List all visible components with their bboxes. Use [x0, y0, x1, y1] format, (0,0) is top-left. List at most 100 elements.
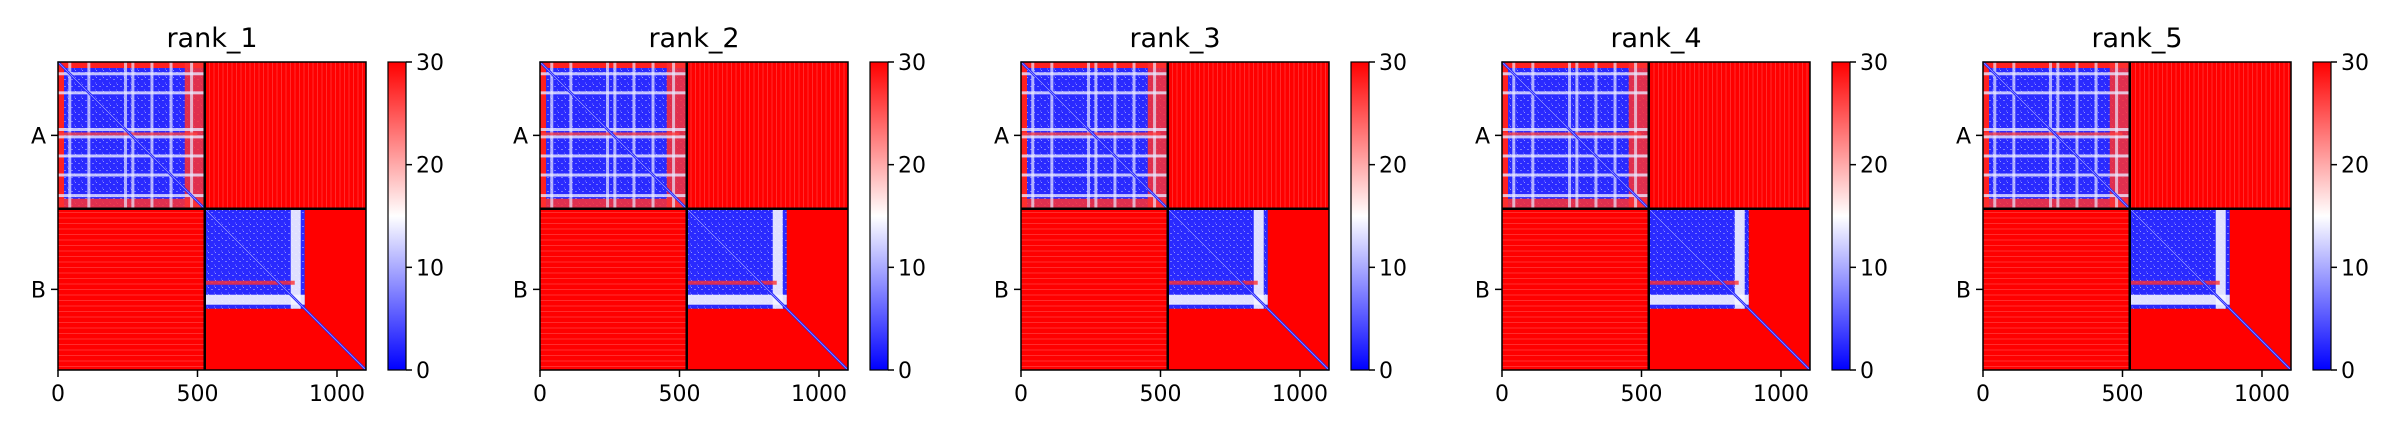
diagonal-highlight: [1020, 61, 1330, 371]
block-A-hband-6: [58, 194, 205, 198]
y-tick-label-A: A: [1475, 124, 1490, 149]
colorbar-tick-label: 30: [1379, 51, 1407, 76]
plot-frame: [1501, 61, 1811, 371]
colorbar-tick-label: 0: [2341, 359, 2355, 384]
block-B-redband: [1648, 280, 1739, 285]
x-tick-label: 500: [2101, 382, 2143, 407]
block-A-hband-5: [540, 173, 687, 177]
y-tick-label-B: B: [1475, 278, 1490, 303]
block-B-hband: [1167, 294, 1268, 305]
x-tick-label: 0: [533, 382, 547, 407]
diagonal-highlight: [57, 61, 367, 371]
block-A-redband: [540, 132, 680, 136]
colorbar-tick-label: 30: [416, 51, 444, 76]
block-A-hband-5: [58, 173, 205, 177]
offdiag-block-BA: [1502, 208, 1649, 370]
x-tick-label: 0: [1014, 382, 1028, 407]
block-A-hband-5: [1021, 173, 1168, 177]
block-A-hband-0: [1983, 72, 2130, 76]
heatmap-panel-3: rank_3 A B 0 500 1000 0 10 20 30: [994, 23, 1407, 407]
plot-frame: [1020, 61, 1330, 371]
x-tick-label: 500: [176, 382, 218, 407]
colorbar: [1350, 61, 1370, 371]
offdiag-block-AB: [2129, 62, 2291, 209]
colorbar-tick-label: 30: [898, 51, 926, 76]
y-tick-label-B: B: [31, 278, 46, 303]
block-B-vband: [290, 208, 301, 309]
colorbar-tick-label: 30: [1860, 51, 1888, 76]
colorbar-tick-label: 20: [1860, 154, 1888, 179]
colorbar-tick-label: 10: [1379, 256, 1407, 281]
panel-title: rank_5: [2091, 23, 2182, 54]
block-A-hband-2: [1983, 128, 2130, 132]
block-B-redband: [2129, 280, 2220, 285]
block-A-hband-5: [1502, 173, 1649, 177]
block-A-hband-4: [1502, 154, 1649, 158]
block-B-hband: [204, 294, 305, 305]
panel-title: rank_3: [1129, 23, 1220, 54]
colorbar-tick-label: 10: [416, 256, 444, 281]
heatmap-panel-5: rank_5 A B 0 500 1000 0 10 20 30: [1956, 23, 2369, 407]
colorbar: [2312, 61, 2332, 371]
block-B-vband: [1253, 208, 1264, 309]
colorbar: [869, 61, 889, 371]
block-A-hband-4: [58, 154, 205, 158]
heatmap-panel-1: rank_1 A B 0 500 1000 0 10 20 30: [31, 23, 444, 407]
block-B-hband: [686, 294, 787, 305]
block-B-redband: [204, 280, 295, 285]
block-A-hband-4: [1983, 154, 2130, 158]
offdiag-block-AB: [204, 62, 366, 209]
colorbar: [1831, 61, 1851, 371]
offdiag-block-AB: [686, 62, 848, 209]
block-A-hband-4: [540, 154, 687, 158]
block-A-hband-6: [1983, 194, 2130, 198]
colorbar-tick-label: 10: [898, 256, 926, 281]
block-B-hband: [2129, 294, 2230, 305]
heatmap-panel-4: rank_4 A B 0 500 1000 0 10 20 30: [1475, 23, 1888, 407]
y-tick-label-A: A: [513, 124, 528, 149]
block-B-hband: [1648, 294, 1749, 305]
y-tick-label-A: A: [31, 124, 46, 149]
block-A-hband-5: [1983, 173, 2130, 177]
x-tick-label: 0: [1495, 382, 1509, 407]
offdiag-block-BA: [1021, 208, 1168, 370]
colorbar-tick-label: 0: [898, 359, 912, 384]
block-A-redband: [1502, 132, 1642, 136]
block-A-redband: [58, 132, 198, 136]
block-A-hband-1: [1983, 91, 2130, 95]
block-A-redband: [1983, 132, 2123, 136]
x-tick-label: 0: [1976, 382, 1990, 407]
colorbar-tick-label: 10: [1860, 256, 1888, 281]
x-tick-label: 1000: [1272, 382, 1328, 407]
diagonal-highlight: [539, 61, 849, 371]
x-tick-label: 1000: [791, 382, 847, 407]
heatmap-panel-2: rank_2 A B 0 500 1000 0 10 20 30: [513, 23, 926, 407]
colorbar-tick-label: 0: [416, 359, 430, 384]
diagonal-highlight: [1982, 61, 2292, 371]
panel-title: rank_4: [1610, 23, 1701, 54]
y-tick-label-B: B: [513, 278, 528, 303]
x-tick-label: 500: [1139, 382, 1181, 407]
block-A-edge-top: [1983, 62, 2130, 68]
offdiag-block-AB: [1648, 62, 1810, 209]
plot-frame: [539, 61, 849, 371]
offdiag-block-BA: [1983, 208, 2130, 370]
offdiag-block-BA: [540, 208, 687, 370]
x-tick-label: 1000: [309, 382, 365, 407]
colorbar-tick-label: 20: [1379, 154, 1407, 179]
block-A-hband-6: [1021, 194, 1168, 198]
block-B-redband: [1167, 280, 1258, 285]
y-tick-label-B: B: [1956, 278, 1971, 303]
y-tick-label-A: A: [994, 124, 1009, 149]
colorbar-tick-label: 10: [2341, 256, 2369, 281]
colorbar-tick-label: 20: [898, 154, 926, 179]
plot-frame: [57, 61, 367, 371]
offdiag-block-BA: [58, 208, 205, 370]
colorbar-tick-label: 0: [1379, 359, 1393, 384]
block-B-vband: [772, 208, 783, 309]
colorbar-tick-label: 20: [2341, 154, 2369, 179]
block-A-redband: [1021, 132, 1161, 136]
panel-title: rank_1: [166, 23, 257, 54]
x-tick-label: 500: [658, 382, 700, 407]
